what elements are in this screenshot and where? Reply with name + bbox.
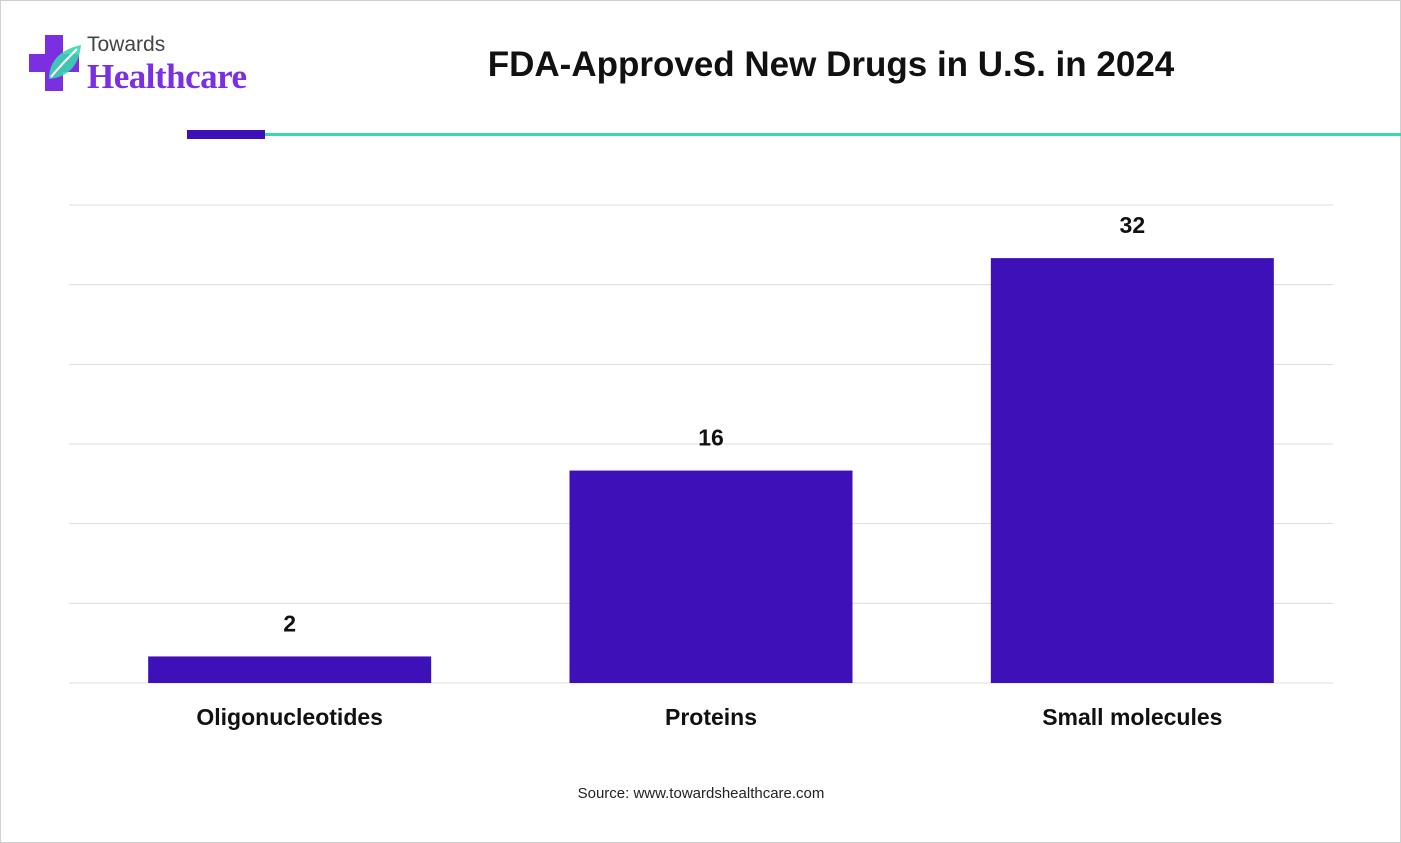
bar-proteins	[569, 470, 853, 683]
category-label: Small molecules	[1042, 704, 1222, 730]
bars	[148, 258, 1274, 683]
bar-chart: 2 16 32 Oligonucleotides Proteins Small mole…	[69, 204, 1333, 730]
chart-title: FDA-Approved New Drugs in U.S. in 2024	[487, 45, 1175, 84]
data-label: 32	[1120, 212, 1146, 238]
brand-name-line2: Healthcare	[87, 57, 247, 96]
category-label: Oligonucleotides	[196, 704, 383, 730]
data-label: 2	[283, 610, 296, 636]
data-label: 16	[698, 425, 724, 451]
brand-logo: Towards Healthcare	[29, 31, 269, 101]
medical-cross-leaf-icon	[29, 35, 81, 91]
category-labels: Oligonucleotides Proteins Small molecules	[196, 704, 1222, 730]
data-labels: 2 16 32	[283, 212, 1145, 636]
source-note: Source: www.towardshealthcare.com	[577, 785, 825, 802]
brand-name-line1: Towards	[87, 33, 166, 56]
header-divider-line	[187, 133, 1401, 136]
header-divider-accent	[187, 130, 265, 139]
bar-small-molecules	[990, 258, 1274, 683]
bar-oligonucleotides	[148, 656, 432, 683]
category-label: Proteins	[665, 704, 757, 730]
